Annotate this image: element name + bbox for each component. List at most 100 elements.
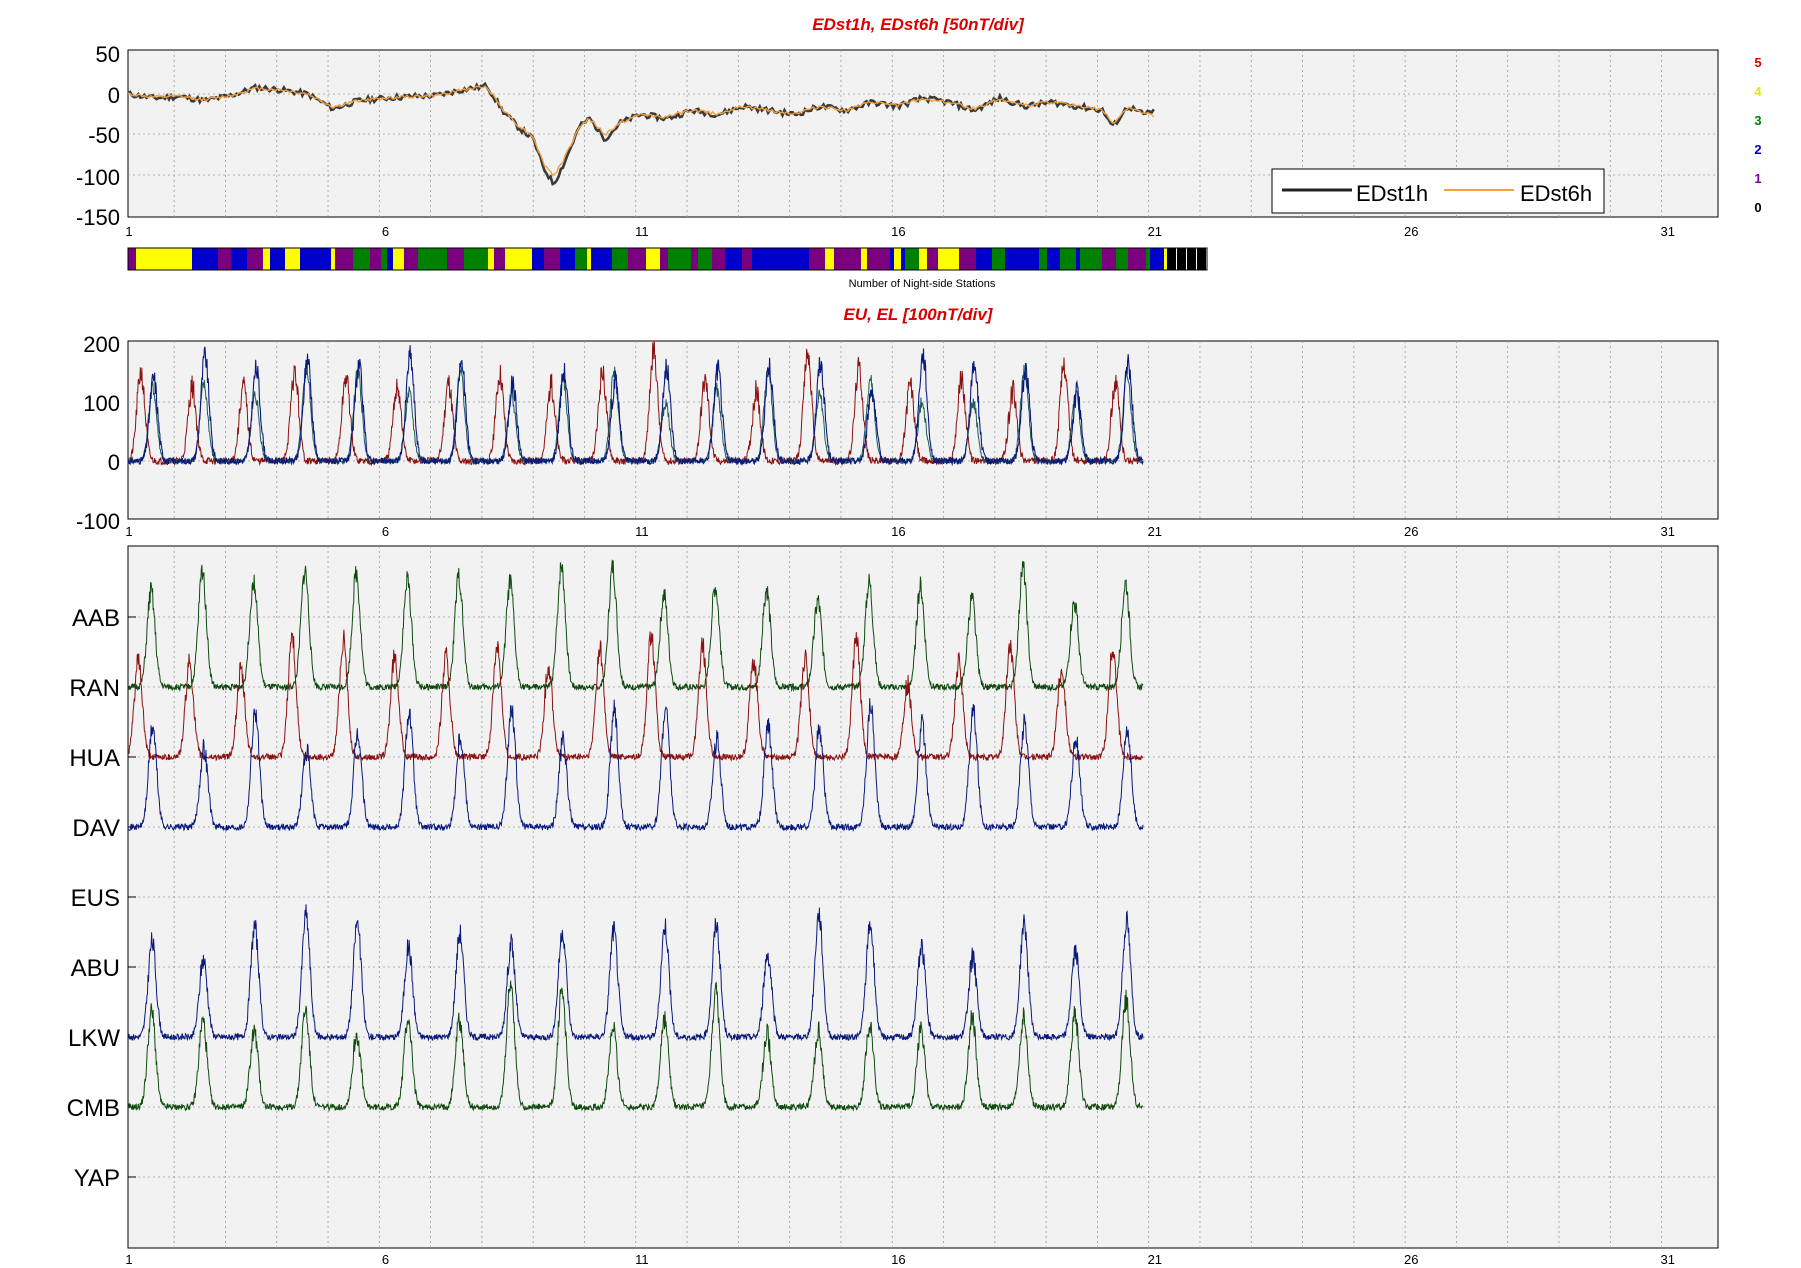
nightside-segment (209, 248, 218, 270)
nightside-segment (792, 248, 809, 270)
nightside-segment (698, 248, 712, 270)
nightside-segment (1177, 248, 1186, 270)
station-label: HUA (69, 745, 120, 772)
panel1-ytick: -100 (76, 165, 120, 190)
nightside-segment (393, 248, 404, 270)
nightside-segment (612, 248, 628, 270)
x-tick-label: 16 (891, 524, 905, 539)
x-tick-label: 16 (891, 1252, 905, 1267)
station-label: ABU (71, 955, 120, 982)
nightside-segment (447, 248, 464, 270)
x-tick-label: 1 (125, 1252, 132, 1267)
station-label: YAP (74, 1165, 120, 1192)
panel1-ytick: -50 (88, 123, 120, 148)
nightside-segment (691, 248, 698, 270)
panel3-grid (128, 546, 1718, 1248)
x-tick-label: 21 (1148, 224, 1162, 239)
panel2-ytick: -100 (76, 509, 120, 534)
nightside-station-bar (127, 247, 1208, 271)
nightside-segment (634, 248, 646, 270)
panel1-ytick: 50 (96, 42, 120, 67)
x-tick-label: 6 (382, 224, 389, 239)
level-label: 3 (1754, 113, 1761, 128)
nightside-segment (675, 248, 691, 270)
trace-ran (127, 629, 1144, 762)
nightside-segment (901, 248, 905, 270)
nightside-segment (1013, 248, 1024, 270)
nightside-segment (575, 248, 587, 270)
station-label: DAV (72, 815, 120, 842)
level-label: 1 (1754, 171, 1761, 186)
nightside-segment (587, 248, 591, 270)
station-label: CMB (67, 1095, 120, 1122)
panel2-ytick: 0 (108, 450, 120, 475)
nightside-segment (335, 248, 343, 270)
nightside-segment (1132, 248, 1146, 270)
nightside-segment (861, 248, 867, 270)
nightside-segment (353, 248, 370, 270)
nightside-segment (263, 248, 270, 270)
nightside-segment (1005, 248, 1013, 270)
panel1-ytick: 0 (108, 83, 120, 108)
x-tick-label: 6 (382, 1252, 389, 1267)
nightside-segment (343, 248, 353, 270)
nightside-segment (646, 248, 660, 270)
nightside-segment (886, 248, 890, 270)
nightside-segment (153, 248, 166, 270)
nightside-segment (560, 248, 575, 270)
x-tick-label: 26 (1404, 1252, 1418, 1267)
nightside-segment (601, 248, 612, 270)
nightside-segment (387, 248, 393, 270)
trace-hua (127, 698, 1144, 833)
nightside-segment (856, 248, 861, 270)
nightside-segment (1128, 248, 1132, 270)
nightside-segment (505, 248, 511, 270)
nightside-segment (166, 248, 183, 270)
nightside-segment (511, 248, 515, 270)
station-label: EUS (71, 885, 120, 912)
nightside-segment (742, 248, 752, 270)
nightside-segment (532, 248, 544, 270)
nightside-segment (1167, 248, 1176, 270)
nightside-segment (494, 248, 505, 270)
legend: EDst1h EDst6h (1271, 168, 1605, 214)
nightside-segment (1164, 248, 1167, 270)
x-tick-label: 11 (635, 1252, 649, 1267)
panel1-x-ticks: 1 6 11 16 21 26 31 (125, 224, 1675, 239)
panel1-series (127, 81, 1155, 186)
nightside-segment (890, 248, 894, 270)
nightside-segment (1116, 248, 1128, 270)
nightside-segment (471, 248, 488, 270)
nightside-segment (324, 248, 331, 270)
nightside-segment (987, 248, 992, 270)
panel2-ytick: 200 (83, 332, 120, 357)
nightside-segment (331, 248, 335, 270)
x-tick-label: 31 (1660, 1252, 1674, 1267)
nightside-segment (464, 248, 471, 270)
level-label: 4 (1754, 84, 1762, 99)
panel3-x-ticks: 1 6 11 16 21 26 31 (125, 1252, 1675, 1267)
x-tick-label: 16 (891, 224, 905, 239)
series-line-edst6h (127, 85, 1155, 177)
panel3-station-labels: AAB RAN HUA DAV EUS ABU LKW CMB YAP (67, 605, 136, 1192)
nightside-segment (285, 248, 300, 270)
x-tick-label: 26 (1404, 224, 1418, 239)
panel2-x-ticks: 1 6 11 16 21 26 31 (125, 524, 1675, 539)
panel3-series (127, 559, 1144, 1113)
station-label: LKW (68, 1025, 120, 1052)
nightside-segment (544, 248, 560, 270)
panel2-title: EU, EL [100nT/div] (844, 305, 994, 324)
nightside-segment (953, 248, 959, 270)
x-tick-label: 1 (125, 524, 132, 539)
nightside-segment (842, 248, 850, 270)
trace-abu (127, 904, 1144, 1042)
nightside-segment (404, 248, 418, 270)
nightside-segment (1197, 248, 1206, 270)
trace-aab (127, 559, 1144, 693)
nightside-segment (381, 248, 387, 270)
nightside-segment (752, 248, 766, 270)
x-tick-label: 31 (1660, 524, 1674, 539)
nightside-segment (1024, 248, 1039, 270)
nightside-segment (515, 248, 532, 270)
